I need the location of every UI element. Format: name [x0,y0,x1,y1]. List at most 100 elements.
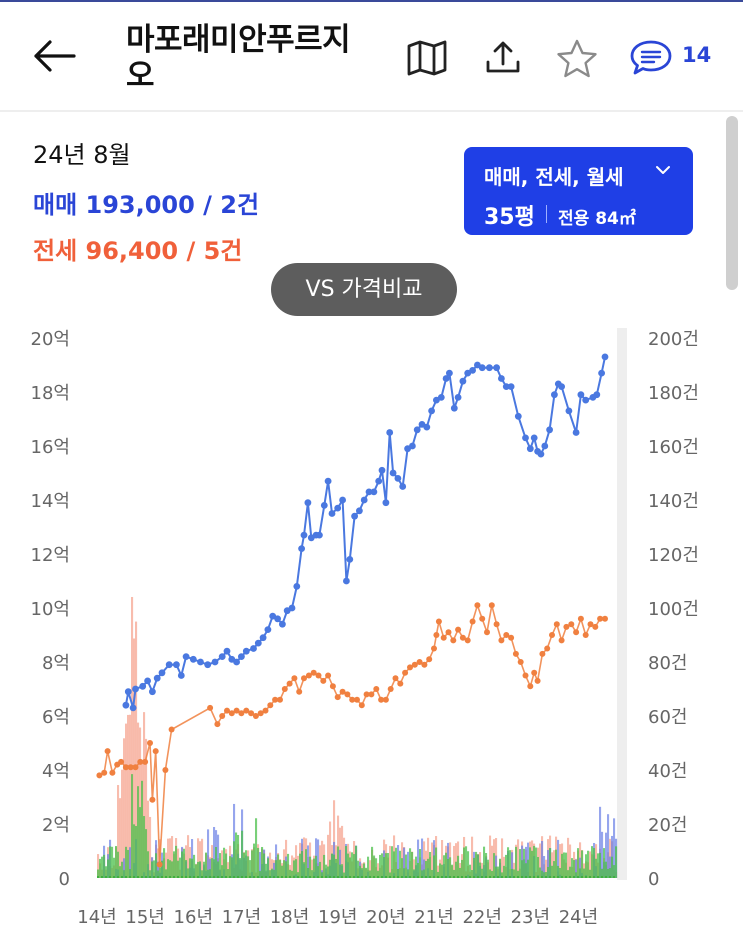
volume-bar [225,853,228,878]
jeonse-price-point [168,726,175,733]
share-icon[interactable] [483,38,523,82]
jeonse-price-point [238,710,245,717]
volume-bar [213,826,216,878]
volume-bar [403,868,406,878]
jeonse-price-point [162,767,169,773]
volume-bar [197,838,200,878]
volume-bar [533,845,536,878]
volume-bar [587,850,590,878]
volume-bar [343,837,346,878]
jeonse-price-point [522,672,529,679]
volume-bar [149,816,152,878]
volume-bar [449,857,452,878]
vs-compare-button[interactable]: VS 가격비교 [271,263,457,316]
jeonse-price-point [320,677,327,684]
x-tick-label: 19년 [318,907,357,928]
sale-price-point [316,531,323,539]
scrollbar[interactable] [726,116,738,290]
area-label: 전용 84㎡ [558,209,636,229]
x-tick-label: 15년 [125,907,164,928]
map-icon[interactable] [405,38,449,82]
volume-bar [477,854,480,878]
volume-bar [273,869,276,878]
volume-bar [547,850,550,878]
sale-price-point [530,434,538,442]
jeonse-price-point [368,691,375,698]
page-title: 마포래미안푸르지오 [126,22,351,94]
comment-icon[interactable] [629,38,673,82]
volume-bar [445,852,448,878]
volume-bar [541,840,544,878]
jeonse-price-point [479,615,486,622]
volume-bar [311,859,314,878]
volume-bar [193,854,196,878]
jeonse-price-point [137,758,144,765]
volume-bar [419,849,422,878]
volume-bar [607,814,610,878]
pyeong-label: 35평 [484,205,535,230]
volume-bar [439,863,442,878]
volume-bar [601,868,604,878]
volume-bar [551,865,554,878]
top-accent-line [0,0,743,2]
jeonse-price-point [118,758,125,765]
volume-bar [367,856,370,878]
y-right-tick-label: 120건 [648,545,699,566]
sale-price-point [382,499,390,507]
volume-bar [261,846,264,878]
sale-price-point [478,364,486,372]
jeonse-price-point [233,707,240,714]
volume-bar [369,870,372,878]
volume-bar [589,869,592,878]
volume-bar [319,845,322,878]
volume-bar [309,856,312,878]
jeonse-price-point [132,764,139,771]
x-tick-label: 14년 [77,907,116,928]
y-left-tick-label: 10억 [31,599,70,620]
volume-bar [431,842,434,878]
volume-bar [381,853,384,878]
volume-bar [425,861,428,878]
sale-price-point [122,701,130,709]
sale-price-point [158,669,166,677]
sale-price-point [454,394,462,401]
volume-bar [303,837,306,878]
volume-bar [207,869,210,878]
arrow-left-icon[interactable] [30,36,78,76]
volume-bar [509,850,512,878]
volume-bar [487,859,490,878]
volume-bar [605,861,608,878]
comment-count[interactable]: 14 [682,43,712,67]
volume-bar [161,860,164,878]
jeonse-price-point [109,769,116,776]
volume-bar [599,806,602,878]
price-chart[interactable]: 0 2억 4억 6억 8억 10억 12억 14억 16억 18억 20억 0 20건 40건 60건 80건… [0,290,743,944]
volume-bar [433,855,436,878]
volume-bar [413,869,416,878]
filter-separator [546,205,547,223]
volume-bar [543,856,546,878]
jeonse-price-point [286,680,293,687]
jeonse-price-point [363,691,370,698]
volume-bar [117,785,120,878]
trade-filter-button[interactable]: 매매, 전세, 월세 35평 전용 84㎡ [464,147,693,235]
jeonse-price-point [549,632,555,638]
star-icon[interactable] [555,38,599,84]
volume-bar [199,841,202,878]
volume-bar [389,872,392,878]
volume-bar [363,863,366,878]
volume-bar [265,863,268,878]
volume-bar [347,853,350,878]
volume-bar [399,850,402,878]
jeonse-price-point [354,696,360,703]
jeonse-price-point [416,659,423,665]
volume-bar [397,868,400,878]
jeonse-price-point [488,602,495,609]
jeonse-price-point [563,623,570,630]
jeonse-price-point [152,748,159,755]
sale-price-point [211,658,219,666]
volume-bar [145,738,148,878]
sale-price-point [339,496,346,504]
volume-bar [227,869,230,878]
volume-bar [147,851,150,878]
